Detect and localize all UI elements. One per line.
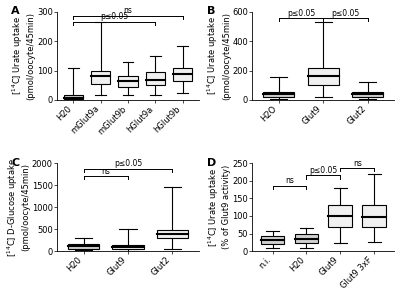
Bar [294, 234, 318, 243]
Bar [157, 230, 188, 238]
Text: B: B [207, 7, 215, 17]
Text: p≤0.05: p≤0.05 [309, 166, 338, 175]
Y-axis label: [$^{14}$C] Urate uptake
(% of Glut9 activity): [$^{14}$C] Urate uptake (% of Glut9 acti… [206, 165, 231, 249]
Y-axis label: [$^{14}$C] Urate uptake
(pmol/oocyte/45min): [$^{14}$C] Urate uptake (pmol/oocyte/45m… [206, 12, 231, 100]
Bar [146, 72, 165, 85]
Bar [64, 96, 83, 99]
Bar [261, 237, 284, 244]
Text: ns: ns [285, 176, 294, 185]
Bar [91, 70, 110, 84]
Text: p≤0.05: p≤0.05 [114, 159, 142, 168]
Bar [308, 68, 339, 85]
Bar [112, 245, 144, 249]
Bar [263, 92, 294, 96]
Text: p≤0.05: p≤0.05 [100, 12, 128, 21]
Bar [173, 67, 192, 81]
Text: ns: ns [353, 159, 362, 168]
Y-axis label: [$^{14}$C] D-Glucose uptake
(pmol/oocyte/45min): [$^{14}$C] D-Glucose uptake (pmol/oocyte… [6, 158, 30, 257]
Y-axis label: [$^{14}$C] Urate uptake
(pmol/oocyte/45min): [$^{14}$C] Urate uptake (pmol/oocyte/45m… [11, 12, 36, 100]
Bar [352, 92, 383, 96]
Text: ns: ns [101, 167, 110, 176]
Text: D: D [207, 158, 216, 168]
Text: p≤0.05: p≤0.05 [332, 9, 360, 18]
Bar [328, 205, 352, 227]
Text: ns: ns [124, 7, 132, 15]
Text: p≤0.05: p≤0.05 [287, 9, 315, 18]
Text: C: C [12, 158, 20, 168]
Bar [362, 205, 386, 226]
Text: A: A [12, 7, 20, 17]
Bar [118, 76, 138, 87]
Bar [68, 244, 99, 249]
